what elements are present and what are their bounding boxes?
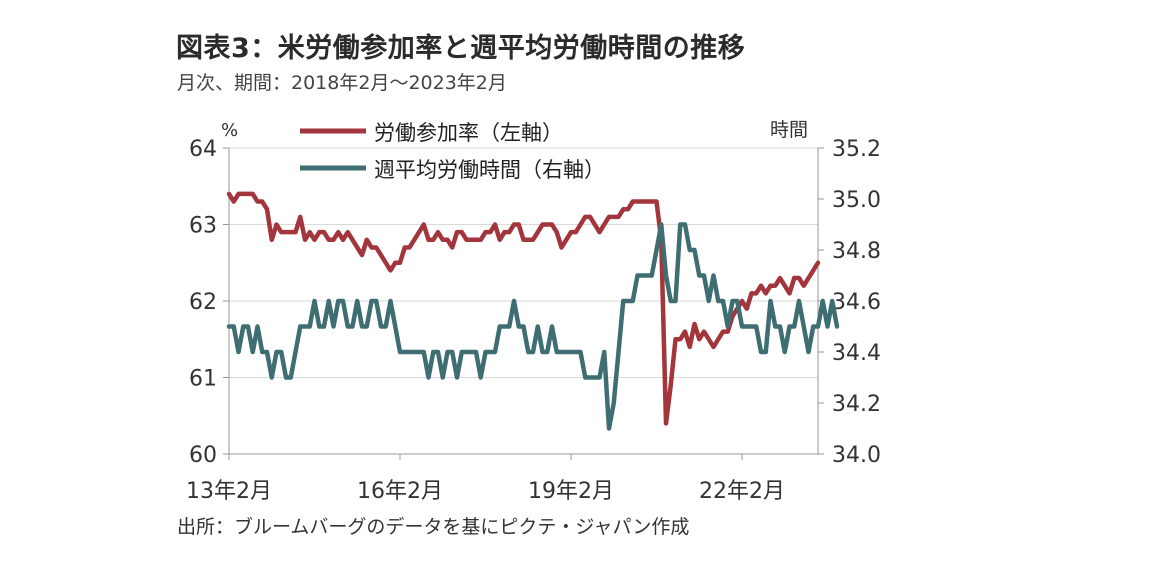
x-axis-tick-labels: 13年2月 16年2月 19年2月 22年2月 [186,479,785,504]
left-tick-label: 60 [189,443,217,468]
right-tick-label: 34.4 [832,341,881,366]
series-line-participation-rate [226,191,821,426]
gridlines [229,147,818,378]
left-tick-label: 62 [189,290,217,315]
legend-label-hours: 週平均労働時間（右軸） [374,158,605,182]
right-tick-label: 34.6 [832,290,881,315]
axes [223,147,824,460]
right-tick-label: 34.0 [832,443,881,468]
chart-title: 図表3：米労働参加率と週平均労働時間の推移 [176,33,746,64]
right-axis-unit-label: 時間 [770,119,808,141]
left-axis-unit-label: % [221,120,238,141]
left-tick-label: 63 [189,214,217,239]
x-tick-label: 16年2月 [357,479,443,504]
right-tick-label: 35.0 [832,188,881,213]
left-tick-label: 64 [189,137,217,162]
x-tick-label: 19年2月 [528,479,614,504]
legend-label-participation: 労働参加率（左軸） [374,121,563,145]
left-axis-tick-labels: 64 63 62 61 60 [189,137,217,468]
legend: 労働参加率（左軸） 週平均労働時間（右軸） [300,121,605,182]
right-tick-label: 35.2 [832,137,881,162]
x-tick-label: 22年2月 [699,479,785,504]
left-tick-label: 61 [189,367,217,392]
right-axis-tick-labels: 35.2 35.0 34.8 34.6 34.4 34.2 34.0 [832,137,881,468]
right-tick-label: 34.2 [832,392,881,417]
series-line-weekly-hours [226,222,840,431]
chart-subtitle: 月次、期間：2018年2月～2023年2月 [177,72,507,94]
series-lines [226,191,840,431]
right-tick-label: 34.8 [832,239,881,264]
source-note: 出所：ブルームバーグのデータを基にピクテ・ジャパン作成 [177,516,690,538]
x-tick-label: 13年2月 [186,479,272,504]
